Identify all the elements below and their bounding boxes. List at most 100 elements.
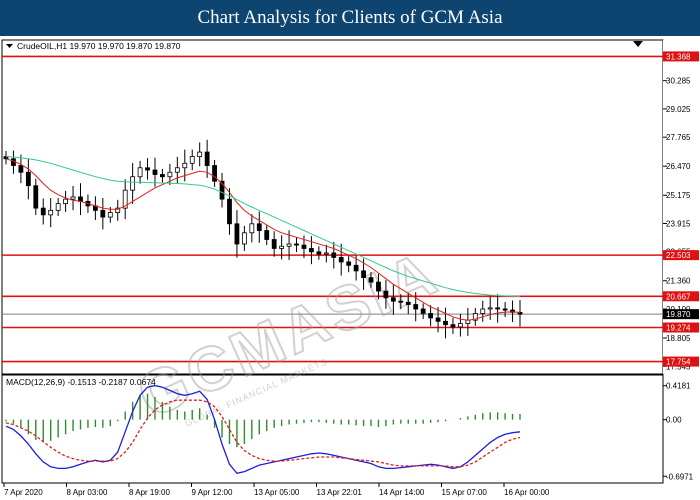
level-price-tag bbox=[663, 356, 699, 367]
macd-tick-label: 0.4181 bbox=[666, 382, 691, 391]
candle-body bbox=[227, 198, 232, 225]
price-candles bbox=[3, 139, 523, 339]
support-resistance-levels: 31.368 22.503 20.667 19.274 17.754 19.870 bbox=[2, 51, 699, 367]
price-tick-label: 25.175 bbox=[666, 191, 691, 200]
price-tick-label: 27.765 bbox=[666, 133, 691, 142]
candle-body bbox=[376, 281, 381, 292]
candle-body bbox=[458, 323, 463, 328]
candle-body bbox=[212, 165, 217, 182]
candle-body bbox=[249, 223, 255, 234]
candle-body bbox=[480, 308, 486, 314]
moving-averages bbox=[5, 156, 521, 321]
candle-body bbox=[219, 180, 225, 200]
collapse-triangle-icon[interactable] bbox=[6, 44, 13, 48]
shift-marker-icon[interactable] bbox=[633, 41, 643, 47]
price-tick-label: 17.545 bbox=[666, 362, 691, 371]
candle-body bbox=[316, 251, 322, 255]
time-axis: 7 Apr 2020 8 Apr 03:00 8 Apr 19:00 9 Apr 12… bbox=[3, 483, 550, 497]
candle-body bbox=[450, 324, 456, 328]
level-price-label: 19.274 bbox=[666, 324, 691, 333]
candle-body bbox=[40, 207, 46, 216]
candle-body bbox=[241, 232, 247, 245]
candle-body bbox=[368, 277, 374, 283]
candle-body bbox=[435, 317, 441, 322]
level-price-label: 31.368 bbox=[666, 52, 691, 61]
time-tick-label: 8 Apr 19:00 bbox=[129, 488, 170, 497]
candle-body bbox=[107, 212, 113, 218]
candle-body bbox=[234, 223, 240, 245]
candle-body bbox=[204, 151, 210, 166]
candle-body bbox=[428, 313, 434, 319]
candle-body bbox=[160, 174, 165, 178]
candle-body bbox=[55, 203, 61, 211]
ma-fast-line bbox=[5, 158, 521, 321]
candle-body bbox=[346, 261, 352, 266]
ma-slow-line bbox=[5, 156, 521, 297]
candle-body bbox=[70, 196, 76, 200]
candle-body bbox=[100, 209, 106, 218]
candle-body bbox=[174, 167, 180, 173]
candle-body bbox=[487, 307, 493, 310]
macd-histogram bbox=[5, 393, 521, 448]
chart-canvas: 30.28529.02527.76526.47025.17523.91522.6… bbox=[1, 39, 699, 497]
macd-lines bbox=[5, 384, 521, 475]
candle-body bbox=[256, 223, 262, 231]
candle-body bbox=[398, 300, 404, 303]
candle-body bbox=[331, 252, 337, 258]
time-tick-label: 9 Apr 12:00 bbox=[192, 488, 233, 497]
signal-line bbox=[5, 399, 521, 468]
candle-body bbox=[338, 257, 344, 263]
candle-body bbox=[264, 230, 270, 240]
price-panel-frame bbox=[1, 39, 664, 375]
candle-body bbox=[115, 207, 121, 214]
macd-axis-ticks: 0.4181 0.00 -0.6971 bbox=[663, 382, 694, 481]
price-tick-label: 18.805 bbox=[666, 334, 691, 343]
candle-body bbox=[413, 304, 419, 310]
time-tick-label: 14 Apr 14:00 bbox=[379, 488, 425, 497]
macd-panel-frame bbox=[1, 374, 664, 484]
candle-body bbox=[323, 252, 329, 255]
level-price-label: 17.754 bbox=[666, 358, 691, 367]
candle-body bbox=[502, 308, 508, 311]
time-tick-label: 13 Apr 22:01 bbox=[317, 488, 363, 497]
time-tick-label: 7 Apr 2020 bbox=[4, 488, 43, 497]
time-tick-label: 13 Apr 05:00 bbox=[254, 488, 300, 497]
candle-body bbox=[182, 162, 188, 169]
candle-body bbox=[390, 297, 396, 302]
candle-body bbox=[301, 244, 307, 249]
candle-body bbox=[152, 169, 158, 175]
candle-body bbox=[197, 151, 203, 157]
price-tick-label: 23.915 bbox=[666, 219, 691, 228]
current-price-tag bbox=[663, 309, 699, 320]
candle-body bbox=[383, 290, 389, 299]
price-tick-label: 29.025 bbox=[666, 105, 691, 114]
candle-body bbox=[25, 171, 31, 187]
level-price-tag bbox=[663, 291, 699, 302]
time-tick-label: 16 Apr 00:00 bbox=[504, 488, 550, 497]
candle-body bbox=[472, 313, 478, 321]
candle-body bbox=[465, 319, 471, 324]
level-price-tag bbox=[663, 51, 699, 62]
candle-body bbox=[443, 320, 448, 326]
candle-body bbox=[63, 198, 68, 205]
candle-body bbox=[122, 189, 128, 209]
level-price-tag bbox=[663, 250, 699, 261]
candle-body bbox=[279, 245, 285, 249]
candle-body bbox=[495, 307, 501, 310]
macd-tick-label: 0.00 bbox=[666, 416, 682, 425]
level-price-tag bbox=[663, 322, 699, 333]
candle-body bbox=[361, 270, 366, 279]
level-price-label: 20.667 bbox=[666, 292, 691, 301]
price-tick-label: 21.360 bbox=[666, 277, 691, 286]
macd-tick-label: -0.6971 bbox=[666, 472, 694, 481]
time-tick-label: 8 Apr 03:00 bbox=[67, 488, 108, 497]
level-price-label: 22.503 bbox=[666, 251, 691, 260]
candle-body bbox=[420, 308, 426, 314]
price-header: CrudeOIL,H1 19.970 19.970 19.870 19.870 bbox=[17, 41, 181, 51]
candle-body bbox=[145, 167, 150, 171]
candle-body bbox=[18, 165, 24, 173]
price-tick-label: 30.285 bbox=[666, 77, 691, 86]
candle-body bbox=[137, 167, 143, 178]
candle-body bbox=[33, 185, 39, 209]
candle-body bbox=[130, 176, 136, 191]
